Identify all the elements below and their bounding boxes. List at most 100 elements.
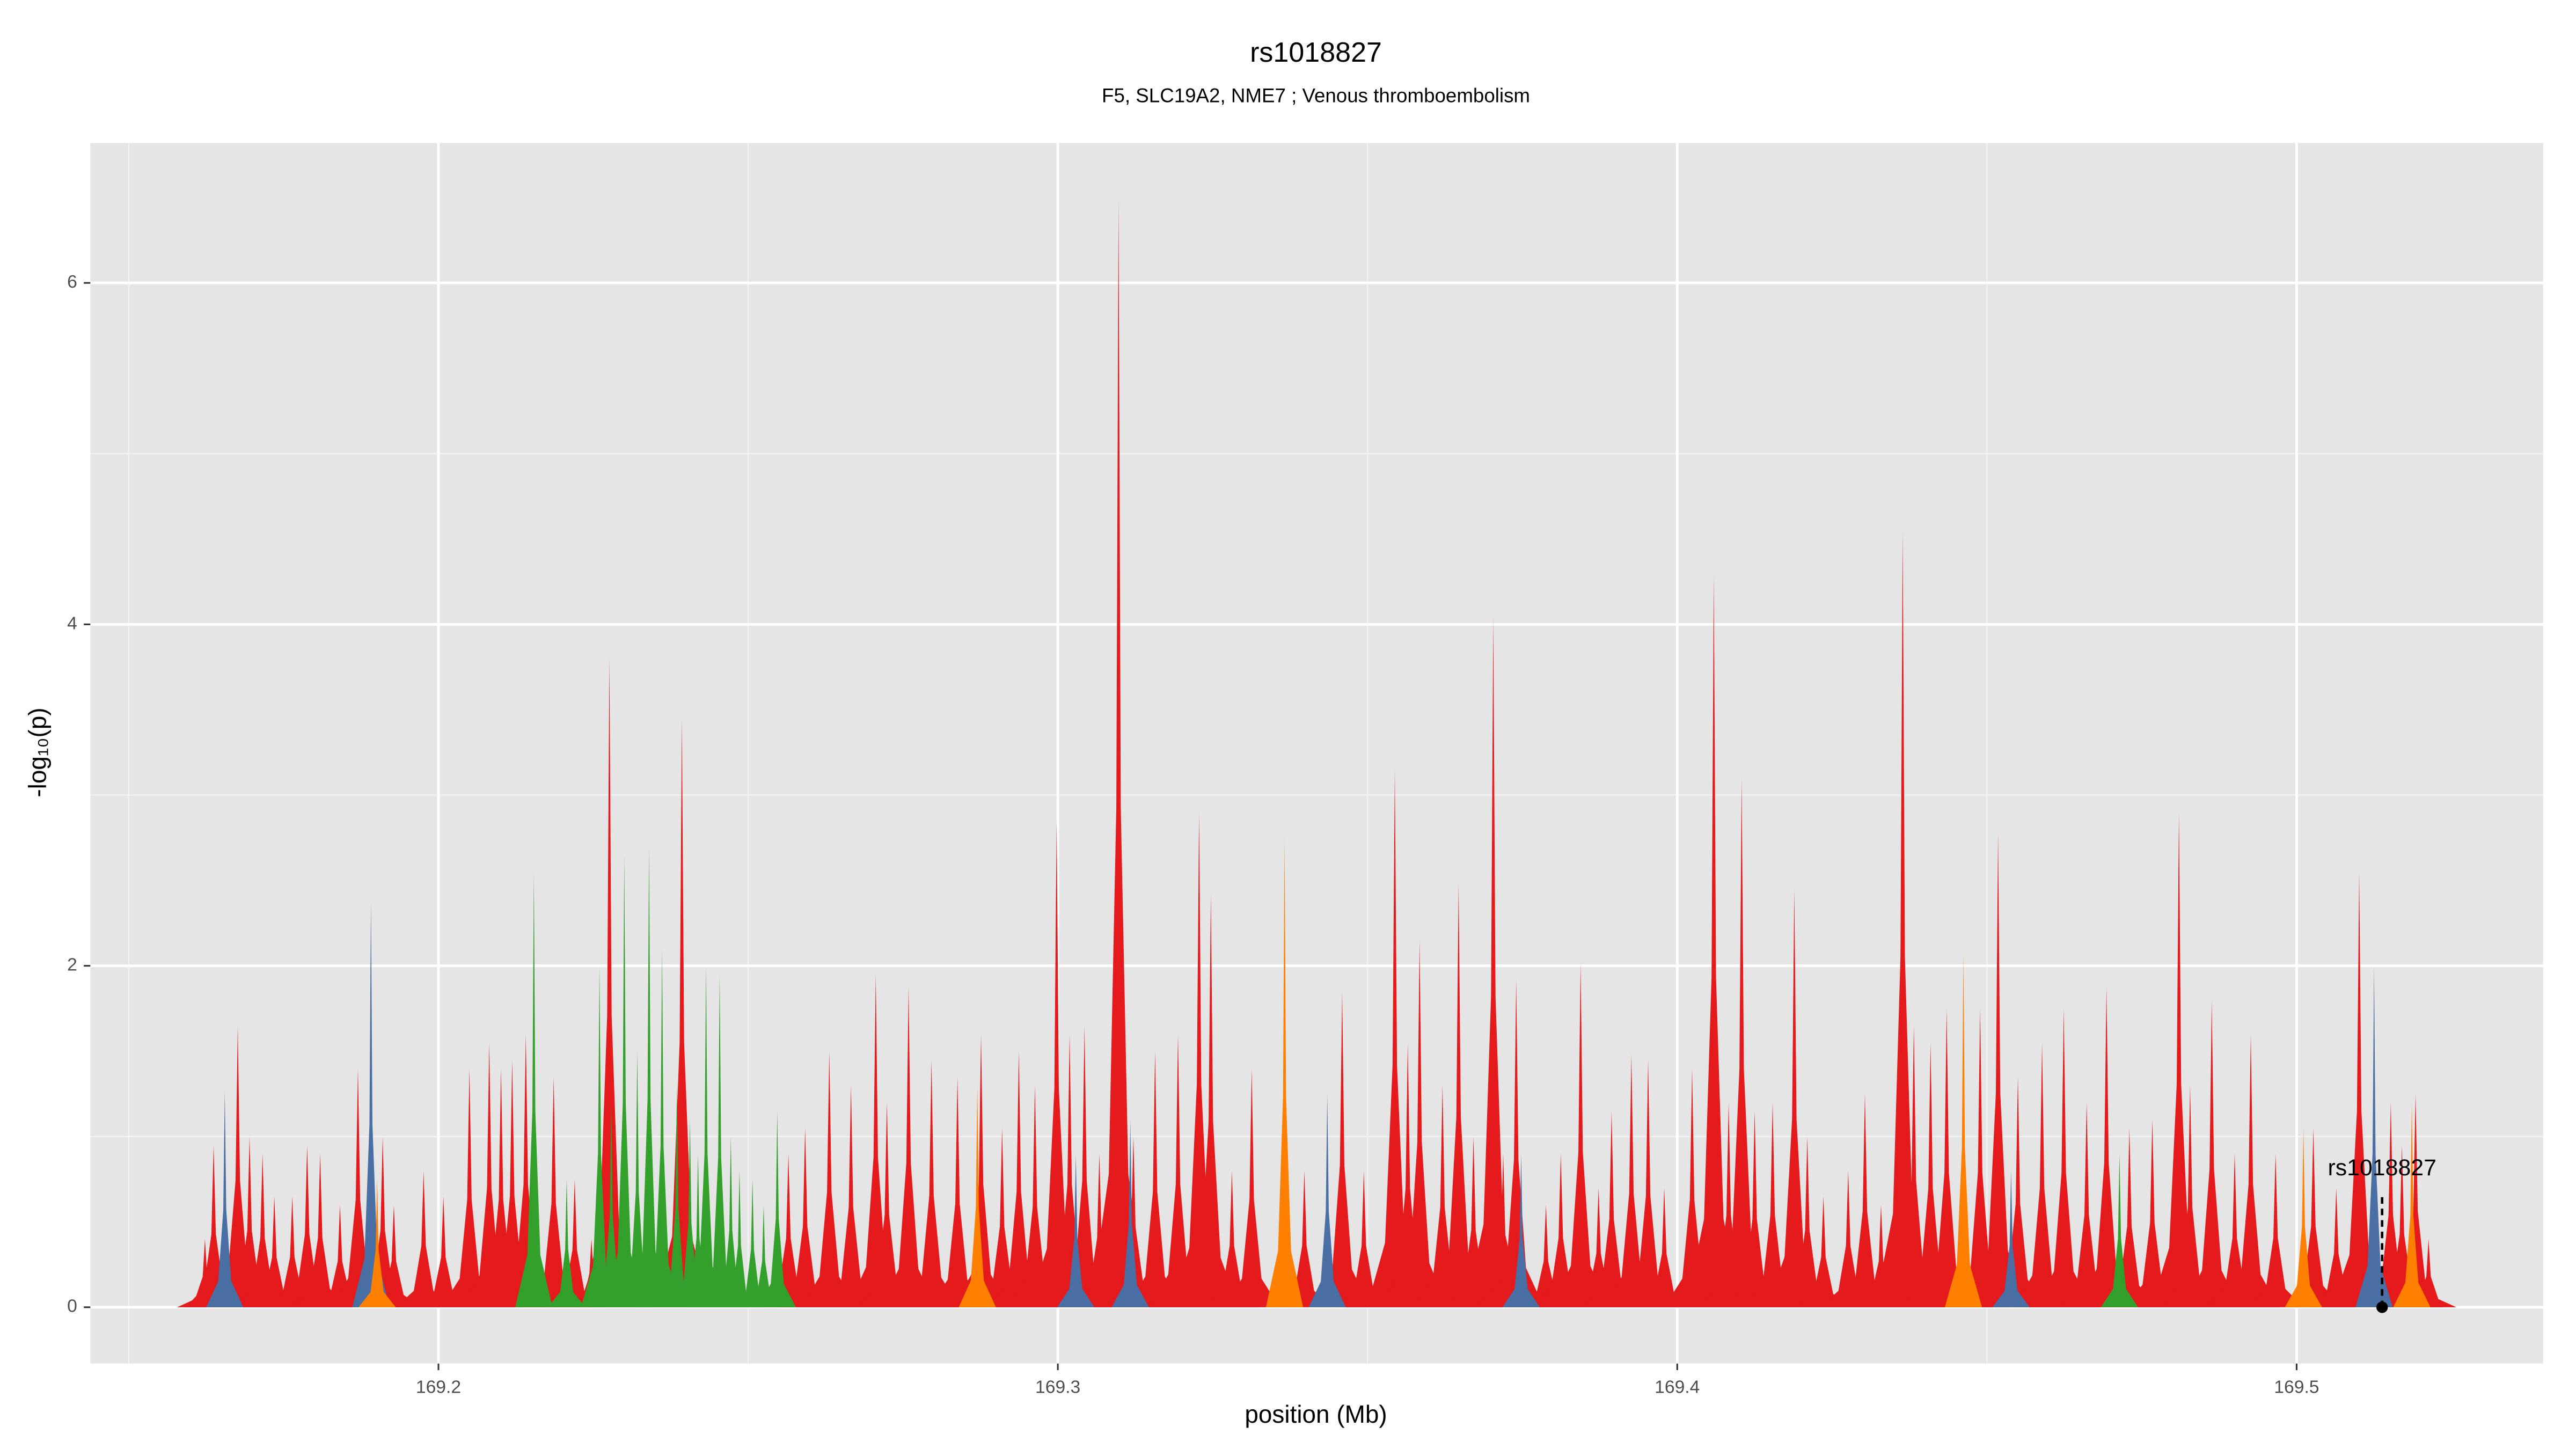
- area-spike: [2124, 1119, 2180, 1307]
- chart-subtitle: F5, SLC19A2, NME7 ; Venous thromboemboli…: [1102, 84, 1530, 106]
- x-tick-label: 169.4: [1655, 1378, 1700, 1397]
- y-tick-label: 0: [67, 1297, 77, 1316]
- area-spike: [1795, 1196, 1851, 1307]
- area-spike: [592, 1102, 630, 1307]
- area-spike: [1919, 1008, 1975, 1307]
- area-spike: [264, 1196, 320, 1307]
- area-spike: [2362, 1102, 2419, 1307]
- area-spike: [1944, 952, 1982, 1307]
- area-spike: [312, 1204, 368, 1307]
- area-spike: [687, 965, 725, 1307]
- area-spike: [734, 1179, 771, 1307]
- area-spike: [1028, 821, 1085, 1307]
- area-spike: [1553, 962, 1609, 1307]
- area-spike: [974, 1128, 1030, 1307]
- area-spike: [721, 1170, 758, 1307]
- area-spike: [1465, 616, 1521, 1307]
- area-spike: [2151, 812, 2207, 1307]
- area-spike: [1970, 832, 2026, 1307]
- area-spike: [1430, 883, 1487, 1307]
- area-spike: [222, 1136, 277, 1307]
- area-spike: [1820, 1170, 1876, 1307]
- area-spike: [210, 1025, 266, 1307]
- area-spike: [497, 1034, 554, 1307]
- area-spike: [605, 854, 643, 1307]
- area-spike: [1091, 197, 1147, 1307]
- area-spike: [2355, 965, 2393, 1307]
- area-spike: [525, 1077, 582, 1307]
- area-spike: [930, 1077, 986, 1307]
- area-spike: [330, 1068, 386, 1307]
- area-spike: [903, 1059, 960, 1307]
- area-spike: [473, 1068, 529, 1307]
- area-spike: [1837, 1094, 1893, 1307]
- area-spike: [618, 1051, 656, 1307]
- area-spike: [2401, 1239, 2457, 1307]
- area-spike: [1990, 1077, 2046, 1307]
- area-spike: [1886, 1025, 1942, 1307]
- area-spike: [1308, 1094, 1346, 1307]
- area-spike: [643, 948, 681, 1307]
- area-spike: [1902, 1042, 1959, 1307]
- y-axis-title: -log₁₀(p): [24, 707, 52, 797]
- x-tick-label: 169.3: [1035, 1378, 1080, 1397]
- area-spike: [1533, 1153, 1589, 1307]
- area-spike: [1584, 1111, 1640, 1307]
- area-spike: [859, 1102, 915, 1307]
- area-spike: [1171, 812, 1227, 1307]
- area-spike: [1056, 1025, 1113, 1307]
- area-spike: [515, 872, 553, 1307]
- area-spike: [1502, 1153, 1540, 1307]
- area-spike: [581, 658, 638, 1307]
- area-spike: [365, 1204, 422, 1307]
- area-spike: [1380, 1042, 1436, 1307]
- area-spike: [581, 965, 618, 1307]
- area-spike: [1952, 1008, 2008, 1307]
- area-spike: [177, 1239, 233, 1307]
- area-spike: [484, 1059, 540, 1307]
- area-spike: [758, 1111, 796, 1307]
- area-spike: [2162, 1085, 2218, 1307]
- area-spike: [246, 1196, 303, 1307]
- area-spike: [1106, 1136, 1161, 1307]
- area-spike: [2184, 1000, 2240, 1307]
- area-spike: [1570, 1188, 1627, 1307]
- area-spike: [1445, 1136, 1502, 1307]
- area-spike: [1745, 1102, 1801, 1307]
- area-spike: [2388, 1094, 2443, 1307]
- area-spike: [2036, 1008, 2092, 1307]
- area-spike: [1620, 1059, 1676, 1307]
- area-spike: [847, 974, 904, 1307]
- area-spike: [701, 974, 738, 1307]
- highlight-label: rs1018827: [2328, 1155, 2436, 1181]
- area-spike: [2374, 1145, 2430, 1307]
- area-spike: [777, 1128, 833, 1307]
- area-spike: [358, 1179, 396, 1307]
- marks: rs1018827: [177, 197, 2457, 1313]
- area-spike: [1150, 1034, 1206, 1307]
- area-spike: [1276, 1170, 1333, 1307]
- area-spike: [953, 1034, 1009, 1307]
- area-spike: [1111, 1119, 1149, 1307]
- area-spike: [745, 1204, 782, 1307]
- area-spike: [396, 1170, 452, 1307]
- area-spike: [1636, 1188, 1692, 1307]
- area-spike: [1766, 889, 1823, 1307]
- area-spike: [2223, 1034, 2279, 1307]
- y-tick-label: 2: [67, 955, 77, 975]
- area-spike: [292, 1153, 348, 1307]
- x-tick-label: 169.2: [416, 1378, 461, 1397]
- area-spike: [1007, 1085, 1063, 1307]
- area-spike: [801, 1051, 858, 1307]
- axes: 169.2 169.3 169.4 169.5 0 2 4 6: [67, 272, 2319, 1397]
- area-spike: [352, 901, 390, 1307]
- area-spike: [2207, 1153, 2263, 1307]
- area-spike: [991, 1051, 1047, 1307]
- area-spike: [1518, 1204, 1574, 1307]
- x-axis-title: position (Mb): [1245, 1400, 1387, 1428]
- area-spike: [1488, 979, 1545, 1307]
- y-tick-label: 6: [67, 272, 77, 292]
- area-spike: [548, 1179, 586, 1307]
- area-spike: [546, 1179, 603, 1307]
